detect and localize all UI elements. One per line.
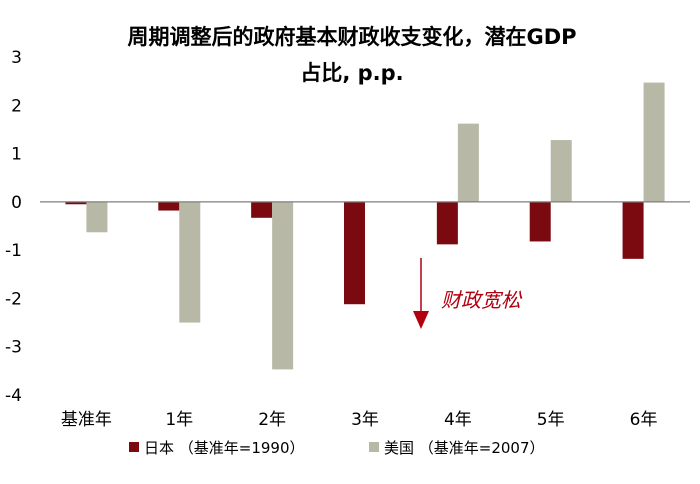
- bar-series-1-基准年: [86, 201, 108, 233]
- annotation-arrow-head: [413, 311, 429, 329]
- chart-title-line-1: 周期调整后的政府基本财政收支变化，潜在GDP: [127, 25, 576, 49]
- legend-label-0: 日本 （基准年=1990）: [144, 439, 305, 457]
- legend-swatch-1: [369, 442, 379, 452]
- legend-label-1: 美国 （基准年=2007）: [384, 439, 545, 457]
- bar-series-1-2年: [272, 201, 294, 370]
- bar-series-1-5年: [550, 140, 572, 202]
- y-tick-label: 1: [11, 145, 22, 165]
- chart-title-line-2: 占比, p.p.: [300, 61, 403, 85]
- x-tick-label: 5年: [537, 410, 565, 430]
- legend: 日本 （基准年=1990） 美国 （基准年=2007）: [129, 439, 545, 457]
- bars-layer: [65, 82, 665, 370]
- bar-series-1-4年: [457, 123, 479, 202]
- bar-series-0-3年: [344, 201, 365, 305]
- x-tick-label: 6年: [630, 410, 658, 430]
- bar-series-0-6年: [622, 201, 644, 259]
- x-axis-ticks: 基准年 1年 2年 3年 4年 5年 6年: [61, 410, 658, 430]
- x-tick-label: 4年: [444, 410, 472, 430]
- annotation-label: 财政宽松: [441, 288, 523, 312]
- bar-series-1-1年: [179, 201, 201, 323]
- y-tick-label: -1: [5, 241, 22, 261]
- legend-swatch-0: [129, 442, 139, 452]
- y-tick-label: 0: [11, 193, 22, 213]
- y-tick-label: 3: [11, 48, 22, 68]
- y-tick-label: -3: [5, 338, 22, 358]
- annotation-group: 财政宽松: [413, 258, 523, 329]
- x-tick-label: 基准年: [61, 410, 112, 430]
- bar-series-0-基准年: [65, 201, 87, 205]
- y-tick-label: 2: [11, 96, 22, 116]
- x-tick-label: 2年: [258, 410, 286, 430]
- bar-series-0-2年: [251, 201, 273, 218]
- x-tick-label: 3年: [351, 410, 379, 430]
- y-axis-ticks: 3 2 1 0 -1 -2 -3 -4: [5, 48, 22, 406]
- y-tick-label: -2: [5, 289, 22, 309]
- bar-series-0-5年: [529, 201, 551, 242]
- x-tick-label: 1年: [165, 410, 193, 430]
- bar-series-0-4年: [436, 201, 458, 245]
- bar-series-0-1年: [158, 201, 180, 211]
- y-tick-label: -4: [5, 386, 22, 406]
- bar-series-1-6年: [643, 82, 665, 202]
